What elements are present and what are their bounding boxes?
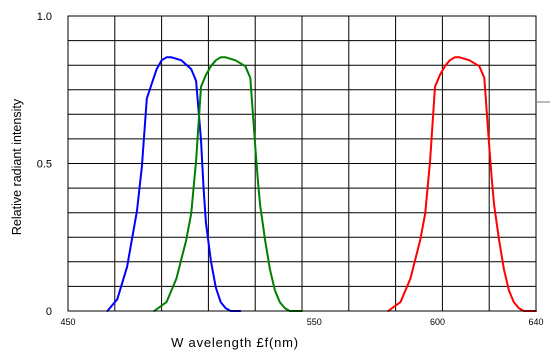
plot-frame (67, 15, 537, 312)
x-tick-labels: 450 550 600 640 (60, 317, 543, 327)
y-tick-label: 0.5 (37, 159, 52, 171)
x-tick-label: 600 (430, 317, 445, 327)
x-tick-label: 640 (528, 317, 543, 327)
series-line-2 (153, 56, 303, 312)
x-axis-label: W avelength £f(nm) (171, 335, 299, 350)
y-tick-labels: 0 0.5 1.0 (37, 11, 52, 318)
series-lines (106, 56, 537, 312)
y-tick-label: 0 (46, 306, 52, 318)
y-tick-label: 1.0 (37, 11, 52, 23)
x-tick-label: 450 (60, 317, 75, 327)
x-tick-label: 550 (307, 317, 322, 327)
series-line-3 (387, 56, 537, 312)
y-axis-label: Relative radiant intensity (10, 98, 24, 235)
series-line-1 (106, 56, 242, 312)
grid-lines (68, 16, 536, 311)
